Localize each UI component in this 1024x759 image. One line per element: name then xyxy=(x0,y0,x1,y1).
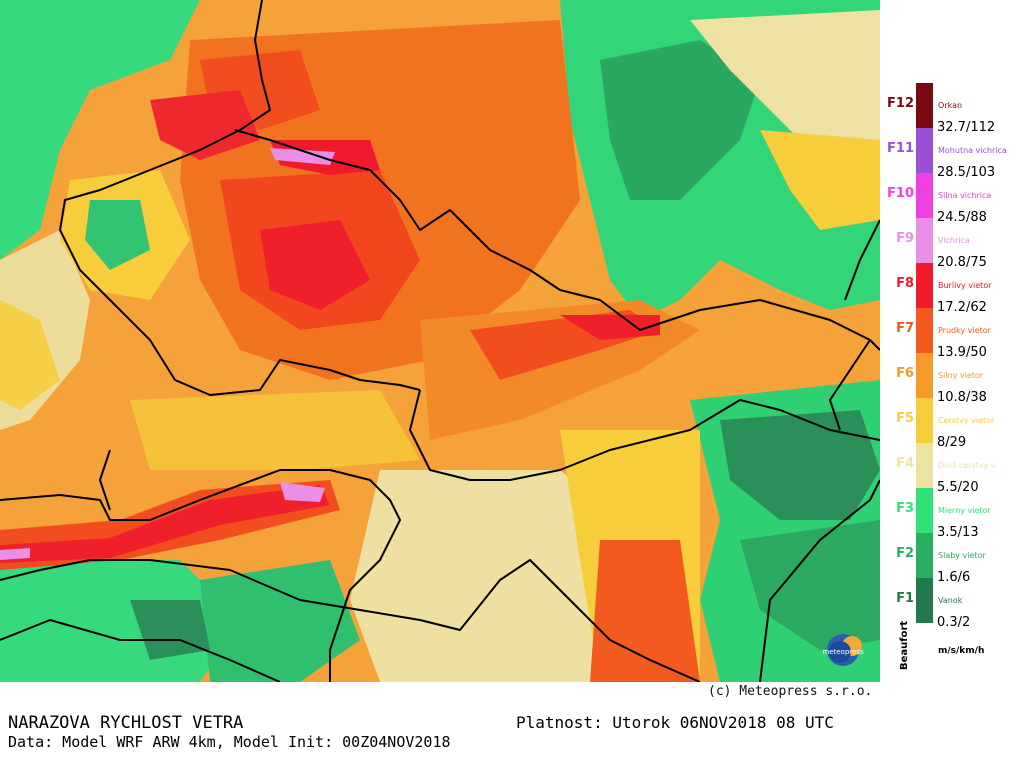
legend-force-f5: F5 xyxy=(896,411,914,426)
legend-force-f3: F3 xyxy=(896,501,914,516)
wind-gust-map xyxy=(0,0,880,682)
legend-swatch-f3 xyxy=(916,488,933,533)
legend-threshold: 13.9/50 xyxy=(937,345,987,360)
legend-force-f1: F1 xyxy=(896,591,914,606)
data-source: Data: Model WRF ARW 4km, Model Init: 00Z… xyxy=(8,733,451,751)
copyright-text: (c) Meteopress s.r.o. xyxy=(708,684,873,699)
legend-class-name: Vanok xyxy=(938,596,963,605)
legend-threshold: 24.5/88 xyxy=(937,210,987,225)
legend-swatch-f8 xyxy=(916,263,933,308)
legend-swatch-f10 xyxy=(916,173,933,218)
legend-force-f11: F11 xyxy=(887,141,914,156)
legend-class-name: Silna vichrica xyxy=(938,191,992,200)
logo-text: meteopress xyxy=(822,648,864,656)
legend-threshold: 32.7/112 xyxy=(937,120,996,135)
legend-threshold: 28.5/103 xyxy=(937,165,996,180)
legend-force-f7: F7 xyxy=(896,321,914,336)
legend-threshold: 20.8/75 xyxy=(937,255,987,270)
legend-units: m/s/km/h xyxy=(938,646,985,656)
legend-force-f10: F10 xyxy=(887,186,914,201)
legend-threshold: 1.6/6 xyxy=(937,570,971,585)
legend-threshold: 8/29 xyxy=(937,435,967,450)
legend-swatch-f2 xyxy=(916,533,933,578)
legend-threshold: 0.3/2 xyxy=(937,615,971,630)
legend-swatch-f1 xyxy=(916,578,933,623)
legend-scale-label: Beaufort xyxy=(899,620,910,670)
validity-time: Platnost: Utorok 06NOV2018 08 UTC xyxy=(516,713,834,732)
legend-force-f6: F6 xyxy=(896,366,914,381)
meteopress-logo: meteopress xyxy=(818,632,868,668)
legend-class-name: Vichrica xyxy=(938,236,970,245)
legend-swatch-f5 xyxy=(916,398,933,443)
legend-class-name: Orkan xyxy=(938,101,963,110)
legend-class-name: Mierny vietor xyxy=(938,506,991,515)
legend-class-name: Silny vietor xyxy=(938,371,984,380)
legend-force-f12: F12 xyxy=(887,96,914,111)
legend-swatch-f4 xyxy=(916,443,933,488)
legend-threshold: 3.5/13 xyxy=(937,525,979,540)
legend-swatch-f6 xyxy=(916,353,933,398)
map-title: NARAZOVA RYCHLOST VETRA xyxy=(8,713,244,733)
legend-class-name: Slaby vietor xyxy=(938,551,986,560)
legend-force-f4: F4 xyxy=(896,456,914,471)
legend-swatch-f7 xyxy=(916,308,933,353)
legend-force-f2: F2 xyxy=(896,546,914,561)
legend-threshold: 10.8/38 xyxy=(937,390,987,405)
legend-force-f9: F9 xyxy=(896,231,914,246)
legend-class-name: Burlivy vietor xyxy=(938,281,992,290)
legend-force-f8: F8 xyxy=(896,276,914,291)
legend-swatch-f12 xyxy=(916,83,933,128)
legend-class-name: Dost cerstvy v. xyxy=(938,461,998,470)
legend-class-name: Mohutna vichrica xyxy=(938,146,1007,155)
legend-class-name: Prudky vietor xyxy=(938,326,991,335)
legend-threshold: 17.2/62 xyxy=(937,300,987,315)
legend-class-name: Cerstvy vietor xyxy=(938,416,995,425)
legend-swatch-f9 xyxy=(916,218,933,263)
legend-swatch-f11 xyxy=(916,128,933,173)
legend-threshold: 5.5/20 xyxy=(937,480,979,495)
